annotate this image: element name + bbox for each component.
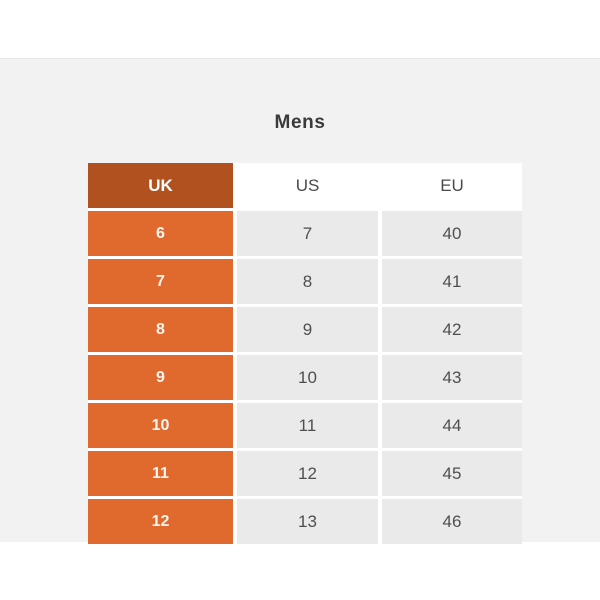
eu-size-cell: 46 xyxy=(382,499,522,544)
us-size-cell: 8 xyxy=(237,259,378,304)
eu-size-cell: 40 xyxy=(382,211,522,256)
size-chart-title: Mens xyxy=(274,112,326,133)
eu-size-cell: 43 xyxy=(382,355,522,400)
uk-size-cell: 10 xyxy=(88,403,233,448)
uk-size-cell: 9 xyxy=(88,355,233,400)
eu-size-cell: 42 xyxy=(382,307,522,352)
us-size-cell: 13 xyxy=(237,499,378,544)
eu-size-cell: 44 xyxy=(382,403,522,448)
size-chart-panel: Mens UK US EU 6 7 40 7 8 41 8 9 42 9 10 43 10 11 44 11 1… xyxy=(0,58,600,544)
uk-size-cell: 6 xyxy=(88,211,233,256)
us-size-cell: 10 xyxy=(237,355,378,400)
column-header-eu: EU xyxy=(382,163,522,208)
uk-size-cell: 12 xyxy=(88,499,233,544)
us-size-cell: 9 xyxy=(237,307,378,352)
size-conversion-table: UK US EU 6 7 40 7 8 41 8 9 42 9 10 43 10 11 44 11 12 45 12… xyxy=(88,163,522,544)
column-header-uk: UK xyxy=(88,163,233,208)
us-size-cell: 12 xyxy=(237,451,378,496)
us-size-cell: 11 xyxy=(237,403,378,448)
column-header-us: US xyxy=(237,163,378,208)
eu-size-cell: 45 xyxy=(382,451,522,496)
uk-size-cell: 8 xyxy=(88,307,233,352)
uk-size-cell: 11 xyxy=(88,451,233,496)
uk-size-cell: 7 xyxy=(88,259,233,304)
us-size-cell: 7 xyxy=(237,211,378,256)
eu-size-cell: 41 xyxy=(382,259,522,304)
